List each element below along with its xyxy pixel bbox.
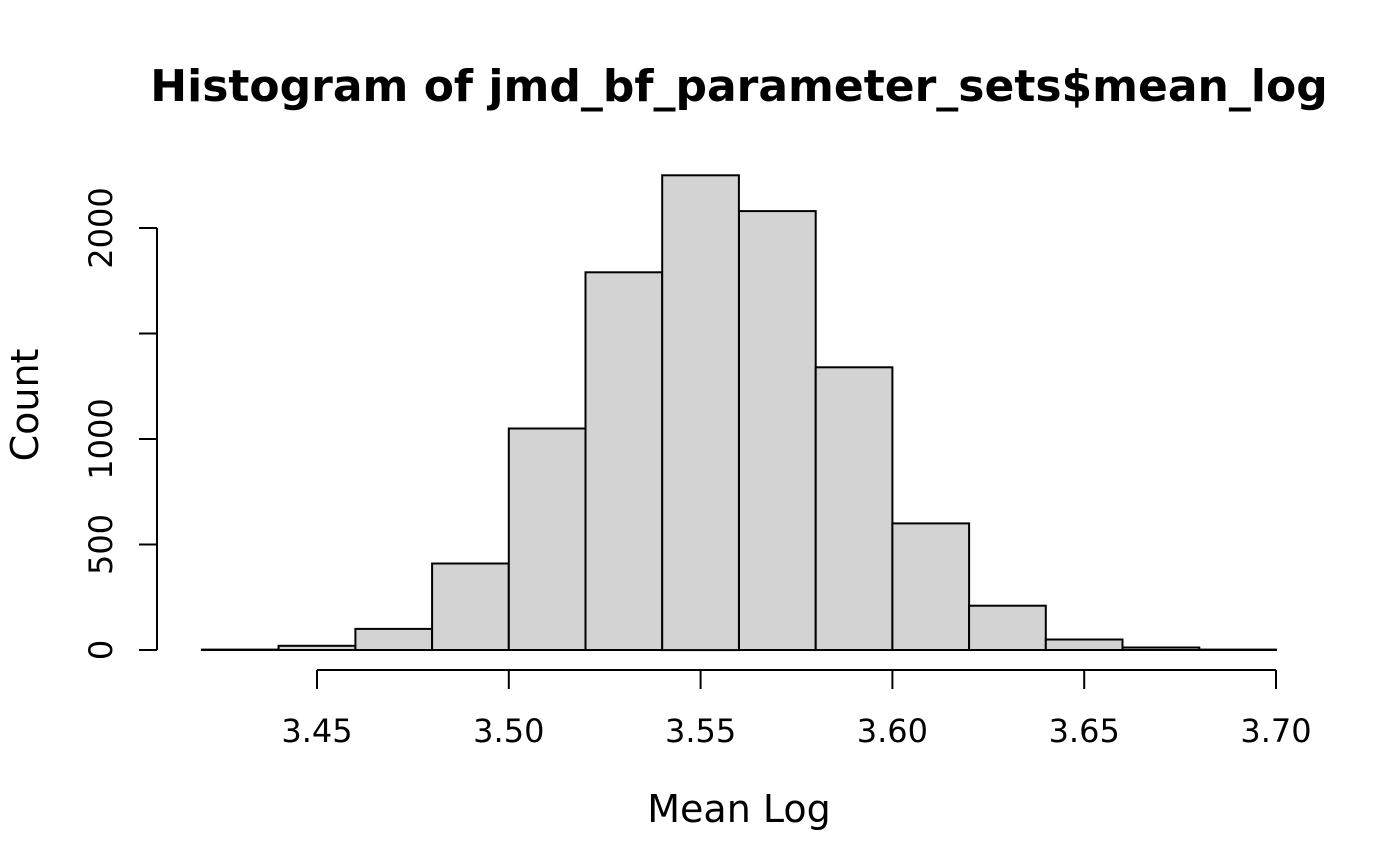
histogram-bar (738, 210, 817, 651)
histogram-bar (891, 522, 971, 652)
histogram-bar (354, 627, 434, 652)
x-tick-label: 3.70 (1240, 712, 1311, 750)
y-axis: 0 500 1000 2000 (82, 187, 158, 660)
bars-group (200, 174, 1278, 652)
x-tick-label: 3.65 (1049, 712, 1120, 750)
y-tick-label: 500 (82, 514, 120, 575)
histogram-bar (277, 644, 357, 651)
histogram-bar (431, 562, 510, 651)
x-tick-label: 3.45 (281, 712, 352, 750)
histogram-bar (507, 427, 587, 651)
y-tick-label: 1000 (82, 398, 120, 479)
histogram-bar (814, 366, 894, 651)
y-axis-label: Count (3, 349, 47, 462)
y-tick-label: 2000 (82, 187, 120, 268)
x-axis-label: Mean Log (647, 787, 831, 831)
x-tick-label: 3.55 (665, 712, 736, 750)
x-tick-label: 3.50 (473, 712, 544, 750)
histogram-bar (968, 604, 1047, 652)
x-axis: 3.45 3.50 3.55 3.60 3.65 3.70 (281, 669, 1312, 750)
x-tick-label: 3.60 (857, 712, 928, 750)
histogram-bar (661, 174, 740, 652)
y-tick-label: 0 (82, 640, 120, 660)
histogram-bar (584, 271, 664, 651)
histogram-bar (1121, 646, 1201, 651)
chart-title: Histogram of jmd_bf_parameter_sets$mean_… (150, 61, 1327, 112)
histogram-bar (1044, 638, 1124, 651)
